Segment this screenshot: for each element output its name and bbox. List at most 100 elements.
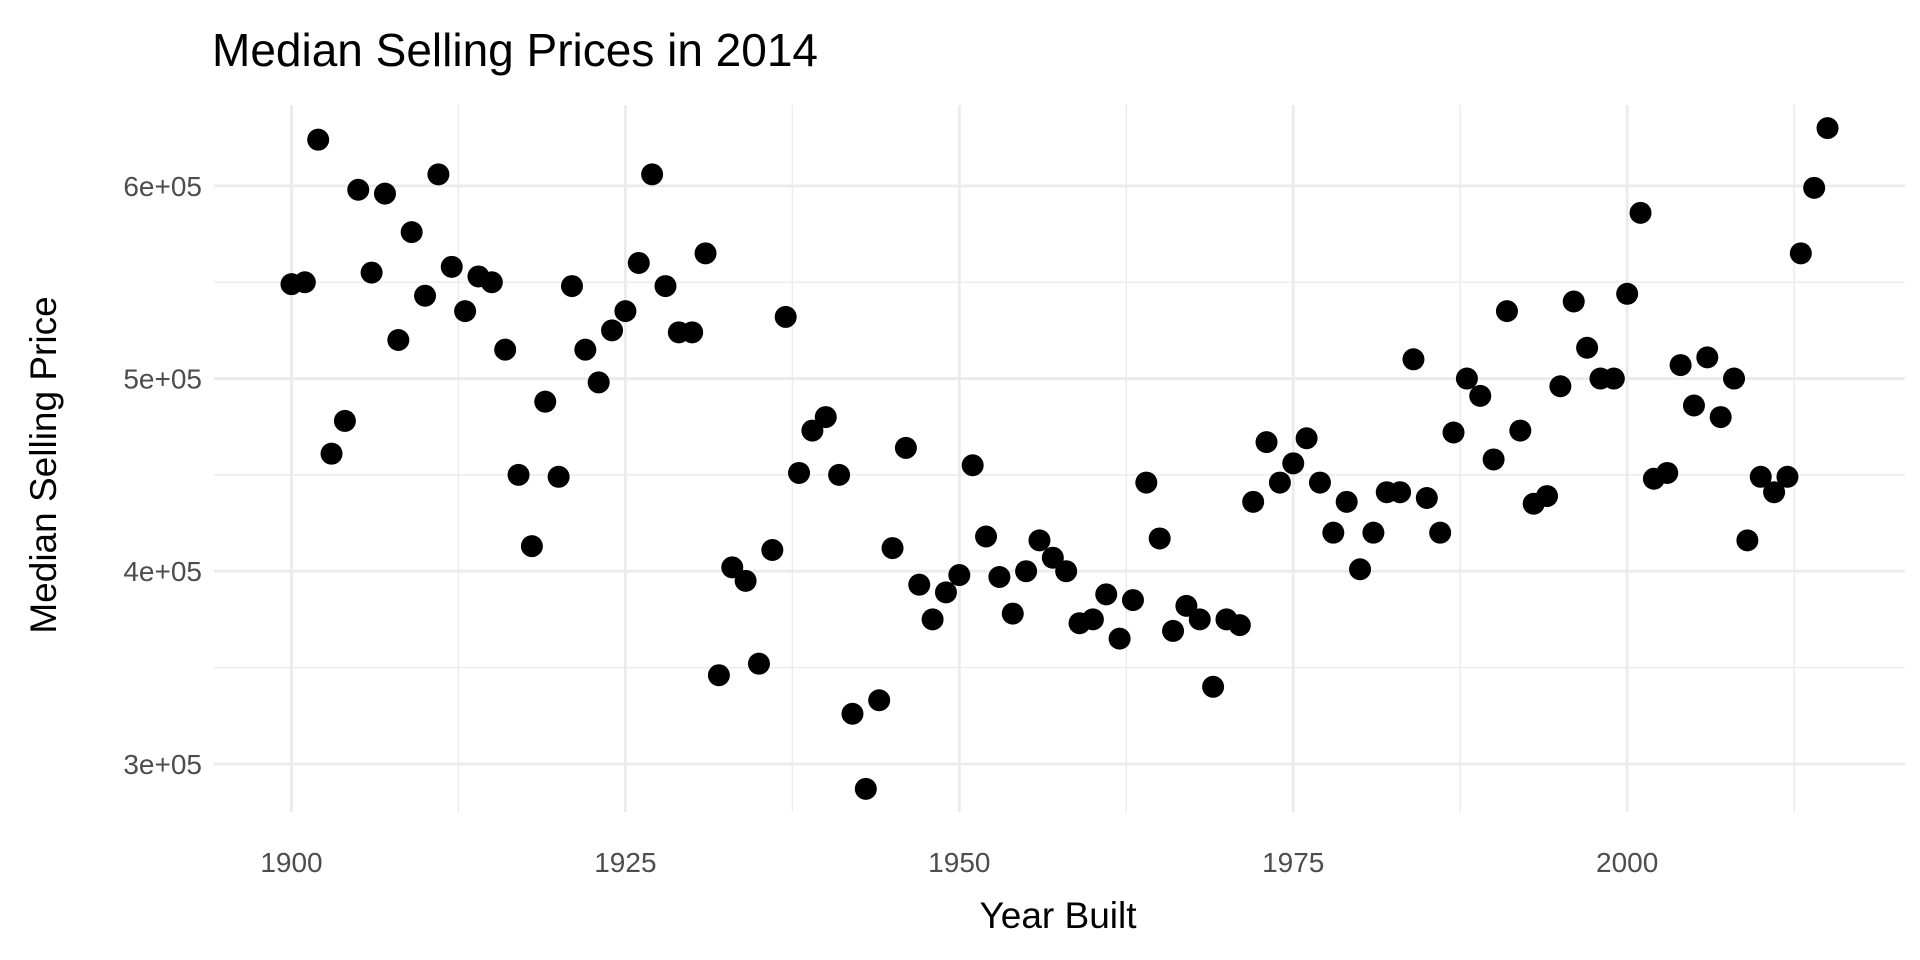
- data-point: [1148, 527, 1171, 550]
- data-point: [1429, 521, 1452, 544]
- data-point: [574, 338, 597, 361]
- data-point: [1576, 336, 1599, 359]
- y-axis-ticks: 3e+05 4e+05 5e+05 6e+05: [123, 171, 202, 780]
- data-point: [707, 664, 730, 687]
- data-point: [1696, 346, 1719, 369]
- y-tick-label: 4e+05: [123, 556, 202, 587]
- data-point: [1041, 546, 1064, 569]
- data-point: [1162, 619, 1185, 642]
- x-axis-title: Year Built: [979, 895, 1137, 936]
- data-point: [1228, 614, 1251, 637]
- data-point: [293, 271, 316, 294]
- y-tick-label: 3e+05: [123, 749, 202, 780]
- data-point: [774, 305, 797, 328]
- data-point: [454, 300, 477, 323]
- data-point: [1001, 602, 1024, 625]
- data-point: [360, 261, 383, 284]
- data-point: [1202, 675, 1225, 698]
- data-point: [414, 284, 437, 307]
- data-point: [427, 163, 450, 186]
- data-point: [320, 442, 343, 465]
- data-point: [1482, 448, 1505, 471]
- x-tick-label: 1950: [928, 847, 990, 878]
- data-point: [1616, 282, 1639, 305]
- data-point: [975, 525, 998, 548]
- data-point: [681, 321, 704, 344]
- data-point: [1028, 529, 1051, 552]
- data-point: [1602, 367, 1625, 390]
- data-point: [1282, 452, 1305, 475]
- data-point: [1402, 348, 1425, 371]
- data-point: [1682, 394, 1705, 417]
- data-point: [1495, 300, 1518, 323]
- data-point: [814, 406, 837, 429]
- data-point: [1255, 431, 1278, 454]
- data-point: [1803, 176, 1826, 199]
- data-point: [934, 581, 957, 604]
- data-point: [1709, 406, 1732, 429]
- y-tick-label: 5e+05: [123, 364, 202, 395]
- data-point: [1108, 627, 1131, 650]
- data-point: [520, 535, 543, 558]
- data-point: [894, 436, 917, 459]
- data-point: [868, 689, 891, 712]
- data-point: [854, 777, 877, 800]
- data-point: [333, 409, 356, 432]
- x-axis-ticks: 1900 1925 1950 1975 2000: [260, 847, 1658, 878]
- data-point: [961, 454, 984, 477]
- data-point: [694, 242, 717, 265]
- data-point: [1335, 490, 1358, 513]
- data-point: [908, 573, 931, 596]
- data-point: [547, 465, 570, 488]
- data-point: [1442, 421, 1465, 444]
- data-point: [1723, 367, 1746, 390]
- data-point: [1415, 486, 1438, 509]
- data-point: [1816, 117, 1839, 140]
- data-point: [1469, 384, 1492, 407]
- data-point: [507, 463, 530, 486]
- data-point: [788, 461, 811, 484]
- data-point: [1055, 560, 1078, 583]
- data-point: [988, 565, 1011, 588]
- data-point: [440, 255, 463, 278]
- data-point: [1562, 290, 1585, 313]
- data-point: [1135, 471, 1158, 494]
- data-point: [587, 371, 610, 394]
- data-point: [747, 652, 770, 675]
- data-point: [801, 419, 824, 442]
- data-point: [921, 608, 944, 631]
- data-point: [387, 329, 410, 352]
- data-point: [1095, 583, 1118, 606]
- data-point: [721, 556, 744, 579]
- data-point: [1669, 354, 1692, 377]
- y-axis-title: Median Selling Price: [23, 296, 64, 633]
- data-point: [534, 390, 557, 413]
- data-point: [1081, 608, 1104, 631]
- data-point: [1736, 529, 1759, 552]
- data-point: [734, 569, 757, 592]
- x-tick-label: 1900: [260, 847, 322, 878]
- grid: [214, 105, 1905, 812]
- data-point: [560, 275, 583, 298]
- data-point: [400, 221, 423, 244]
- data-point: [1455, 367, 1478, 390]
- data-point: [1308, 471, 1331, 494]
- x-tick-label: 1925: [594, 847, 656, 878]
- data-point: [1789, 242, 1812, 265]
- data-point: [641, 163, 664, 186]
- data-point: [948, 564, 971, 587]
- data-point: [1188, 608, 1211, 631]
- data-point: [828, 463, 851, 486]
- chart-title: Median Selling Prices in 2014: [212, 24, 818, 76]
- data-point: [1536, 485, 1559, 508]
- data-point: [373, 182, 396, 205]
- data-point: [307, 128, 330, 151]
- data-point: [841, 702, 864, 725]
- data-point: [627, 251, 650, 274]
- data-point: [1749, 465, 1772, 488]
- x-tick-label: 2000: [1596, 847, 1658, 878]
- data-point: [654, 275, 677, 298]
- data-point: [881, 537, 904, 560]
- data-point: [1322, 521, 1345, 544]
- data-point: [1362, 521, 1385, 544]
